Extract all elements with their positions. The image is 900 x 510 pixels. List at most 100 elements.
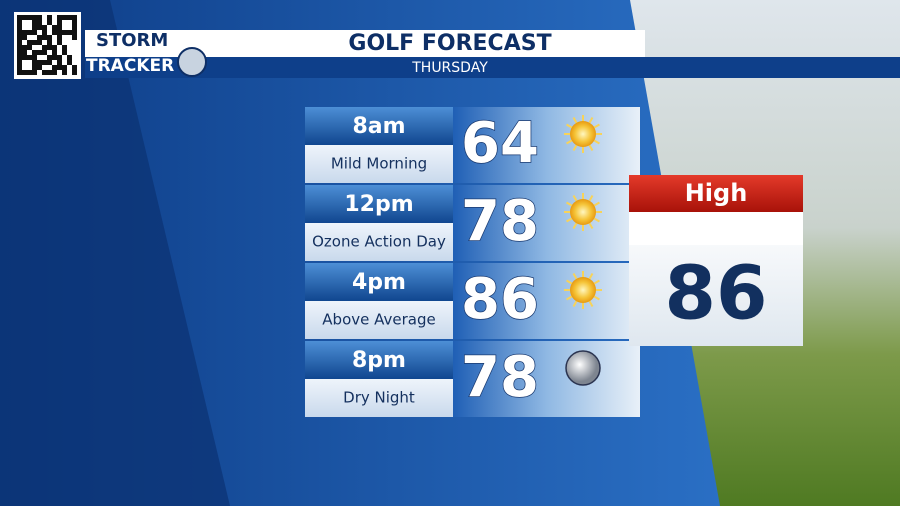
qr-cell <box>52 45 57 50</box>
qr-cell <box>17 20 22 25</box>
qr-cell <box>22 45 27 50</box>
sun-icon <box>570 199 596 225</box>
qr-cell <box>27 40 32 45</box>
qr-cell <box>17 60 22 65</box>
qr-cell <box>27 70 32 75</box>
sun-ray <box>572 273 578 280</box>
sun-ray <box>566 279 573 285</box>
qr-cell <box>72 20 77 25</box>
qr-cell <box>72 35 77 40</box>
qr-cell <box>72 70 77 75</box>
title-bar <box>85 30 645 57</box>
qr-cell <box>32 30 37 35</box>
qr-cell <box>42 60 47 65</box>
qr-cell <box>67 30 72 35</box>
qr-cell <box>47 35 52 40</box>
qr-cell <box>32 55 37 60</box>
time-cell <box>305 107 453 145</box>
qr-cell <box>72 25 77 30</box>
sun-ray <box>588 300 594 307</box>
moon-icon <box>565 350 601 386</box>
qr-cell <box>42 30 47 35</box>
sun-ray <box>593 279 600 285</box>
qr-cell <box>52 50 57 55</box>
qr-cell <box>57 35 62 40</box>
sun-ray <box>566 295 573 301</box>
qr-cell <box>37 35 42 40</box>
subtitle-bar <box>85 57 900 78</box>
high-value: 86 <box>665 251 768 337</box>
sun-ray <box>588 222 594 229</box>
qr-cell <box>37 50 42 55</box>
qr-cell <box>57 25 62 30</box>
qr-cell <box>42 25 47 30</box>
qr-cell <box>32 70 37 75</box>
qr-cell <box>52 55 57 60</box>
qr-cell <box>22 55 27 60</box>
qr-pattern <box>17 15 77 75</box>
description: Above Average <box>322 311 435 329</box>
temperature: 86 <box>461 267 539 332</box>
sun-icon <box>570 277 596 303</box>
qr-cell <box>57 40 62 45</box>
description: Dry Night <box>343 389 415 407</box>
sun-ray <box>566 139 573 145</box>
sun-ray <box>588 117 594 124</box>
qr-cell <box>57 30 62 35</box>
sun-ray <box>593 295 600 301</box>
qr-cell <box>62 65 67 70</box>
temp-cell <box>453 263 640 339</box>
description-cell <box>305 223 453 261</box>
sun-ray <box>572 117 578 124</box>
qr-cell <box>42 45 47 50</box>
qr-cell <box>37 60 42 65</box>
qr-cell <box>47 40 52 45</box>
sun-ray <box>588 144 594 151</box>
qr-cell <box>32 15 37 20</box>
qr-cell <box>47 45 52 50</box>
qr-cell <box>22 15 27 20</box>
qr-cell <box>22 50 27 55</box>
sun-ray <box>566 123 573 129</box>
qr-cell <box>32 65 37 70</box>
qr-cell <box>47 60 52 65</box>
qr-cell <box>37 20 42 25</box>
qr-cell <box>37 65 42 70</box>
qr-cell <box>57 60 62 65</box>
qr-cell <box>37 25 42 30</box>
logo-top: STORM <box>96 30 168 51</box>
time: 12pm <box>344 192 413 217</box>
subtitle: THURSDAY <box>411 60 488 76</box>
qr-cell <box>22 35 27 40</box>
time-cell <box>305 185 453 223</box>
logo-bottom: TRACKER <box>86 56 174 76</box>
qr-cell <box>17 65 22 70</box>
qr-cell <box>32 40 37 45</box>
qr-cell <box>52 70 57 75</box>
qr-cell <box>62 15 67 20</box>
qr-cell <box>37 40 42 45</box>
sun-ray <box>593 139 600 145</box>
qr-cell <box>62 70 67 75</box>
sun-ray <box>566 217 573 223</box>
qr-cell <box>72 30 77 35</box>
sun-ray <box>572 222 578 229</box>
qr-cell <box>17 40 22 45</box>
qr-cell <box>22 70 27 75</box>
description-cell <box>305 379 453 417</box>
qr-cell <box>72 15 77 20</box>
qr-cell <box>67 55 72 60</box>
qr-cell <box>27 15 32 20</box>
qr-cell <box>42 50 47 55</box>
qr-cell <box>57 20 62 25</box>
temperature: 64 <box>461 111 539 176</box>
qr-cell <box>47 55 52 60</box>
high-header <box>629 175 803 212</box>
qr-cell <box>27 45 32 50</box>
qr-cell <box>67 60 72 65</box>
sun-icon <box>570 121 596 147</box>
qr-cell <box>37 15 42 20</box>
time-cell <box>305 341 453 379</box>
qr-cell <box>47 20 52 25</box>
qr-cell <box>62 50 67 55</box>
